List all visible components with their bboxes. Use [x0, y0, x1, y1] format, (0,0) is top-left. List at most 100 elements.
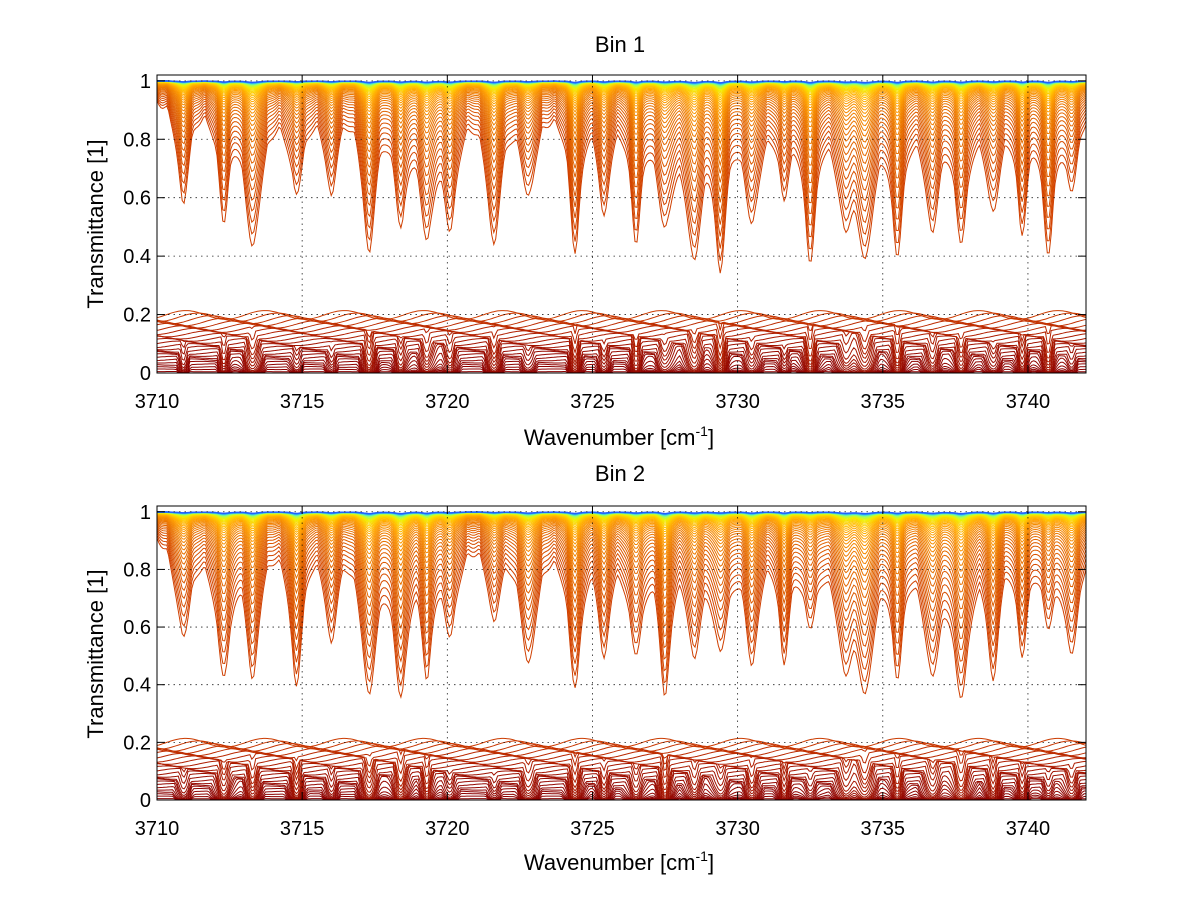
- data-series-line: [156, 516, 1087, 561]
- data-series-line: [156, 750, 1087, 767]
- data-series-line: [156, 513, 1087, 536]
- data-series-line: [156, 83, 1087, 124]
- y-tick-label: 0.4: [123, 675, 151, 697]
- data-series-line: [156, 523, 1087, 620]
- ticks-layer: 3710 3715 3720 3725 3730 3735 3740 0 0.2 0.4 0.6 0.…: [123, 71, 1086, 413]
- y-tick-label: 1: [140, 502, 151, 524]
- x-tick-label: 3725: [570, 818, 615, 840]
- data-series-line: [156, 322, 1087, 340]
- data-series-line: [156, 537, 1087, 700]
- data-series-line: [156, 514, 1087, 548]
- data-series-line: [156, 83, 1087, 133]
- data-series-line: [156, 772, 1087, 800]
- data-series-line: [156, 335, 1087, 368]
- data-series-line: [156, 358, 1087, 374]
- data-series-line: [156, 763, 1087, 794]
- data-series-line: [156, 767, 1087, 798]
- data-series-line: [156, 534, 1087, 687]
- data-series-line: [156, 310, 1087, 320]
- data-series-line: [156, 82, 1087, 112]
- data-series-line: [156, 353, 1087, 374]
- data-series-line: [156, 515, 1087, 557]
- data-series-line: [156, 85, 1087, 152]
- chart-bin-2: Bin 2 3710 3715 3720 3725 3730 3735 3740 0 0.2 0.…: [83, 461, 1087, 875]
- data-series-line: [156, 86, 1087, 159]
- data-series-line: [156, 511, 1086, 515]
- data-series-line: [156, 765, 1087, 796]
- x-axis-label: Wavenumber [cm-1]: [524, 848, 714, 875]
- y-tick-label: 0: [140, 363, 151, 385]
- data-series-line: [156, 98, 1087, 261]
- data-series-line: [156, 755, 1087, 783]
- data-series-line: [156, 513, 1087, 533]
- data-series-line: [156, 528, 1087, 652]
- data-series-line: [156, 100, 1087, 274]
- data-series-line: [156, 82, 1087, 115]
- grid-layer: [157, 506, 1086, 800]
- y-tick-label: 0.8: [123, 559, 151, 581]
- data-series-line: [156, 87, 1087, 174]
- ticks-layer: 3710 3715 3720 3725 3730 3735 3740 0 0.2 0.4 0.6 0.…: [123, 502, 1086, 840]
- chart-bin-1: Bin 1 3710 3715 3720 3725 3730 3735 3740 0 0.2 0.…: [83, 32, 1087, 450]
- data-series-line: [156, 90, 1087, 203]
- data-series-line: [156, 530, 1087, 663]
- data-series-line: [156, 89, 1087, 193]
- data-series-line: [156, 770, 1087, 800]
- data-series-line: [156, 518, 1087, 579]
- data-series-line: [156, 742, 1087, 752]
- plot-frame: [156, 505, 1087, 801]
- series-layer: [156, 511, 1087, 801]
- data-series-line: [156, 337, 1087, 370]
- chart-title: Bin 1: [595, 32, 645, 57]
- data-series-line: [156, 93, 1087, 225]
- data-series-line: [156, 343, 1087, 373]
- data-series-line: [156, 513, 1087, 538]
- x-tick-label: 3715: [280, 818, 325, 840]
- data-series-line: [156, 532, 1087, 675]
- plot-frame: [156, 74, 1087, 374]
- data-series-line: [156, 86, 1087, 167]
- x-axis-label: Wavenumber [cm-1]: [524, 423, 714, 450]
- data-series-line: [156, 325, 1087, 350]
- data-series-line: [156, 315, 1086, 325]
- data-series-line: [156, 522, 1087, 611]
- x-tick-label: 3735: [861, 391, 906, 413]
- data-series-line: [156, 84, 1087, 145]
- data-series-line: [156, 519, 1087, 594]
- chart-title: Bin 2: [595, 461, 645, 486]
- x-tick-label: 3720: [425, 818, 470, 840]
- x-tick-label: 3710: [135, 818, 180, 840]
- x-tick-label: 3725: [570, 391, 615, 413]
- y-tick-label: 1: [140, 71, 151, 93]
- data-series-line: [156, 737, 1087, 748]
- data-series-line: [156, 84, 1087, 139]
- data-series-line: [156, 345, 1087, 373]
- data-series-line: [156, 775, 1087, 801]
- data-series-line: [156, 348, 1087, 374]
- data-series-line: [156, 88, 1087, 183]
- data-series-line: [156, 524, 1087, 630]
- data-series-line: [156, 340, 1087, 372]
- x-tick-label: 3715: [280, 391, 325, 413]
- data-series-line: [156, 520, 1087, 602]
- y-tick-label: 0.2: [123, 305, 151, 327]
- y-tick-label: 0.6: [123, 188, 151, 210]
- data-series-line: [156, 96, 1087, 249]
- data-series-line: [156, 515, 1087, 552]
- x-tick-label: 3735: [861, 818, 906, 840]
- data-series-line: [156, 518, 1087, 586]
- y-tick-label: 0.2: [123, 732, 151, 754]
- x-tick-label: 3740: [1006, 391, 1051, 413]
- y-tick-label: 0.6: [123, 617, 151, 639]
- y-axis-label: Transmittance [1]: [83, 139, 108, 308]
- data-series-line: [156, 514, 1087, 541]
- y-tick-label: 0: [140, 790, 151, 812]
- data-series-line: [156, 350, 1087, 374]
- x-tick-label: 3730: [715, 818, 760, 840]
- y-axis-label: Transmittance [1]: [83, 569, 108, 738]
- y-tick-label: 0.8: [123, 129, 151, 151]
- data-series-line: [156, 82, 1087, 109]
- data-series-line: [156, 516, 1087, 567]
- x-tick-label: 3720: [425, 391, 470, 413]
